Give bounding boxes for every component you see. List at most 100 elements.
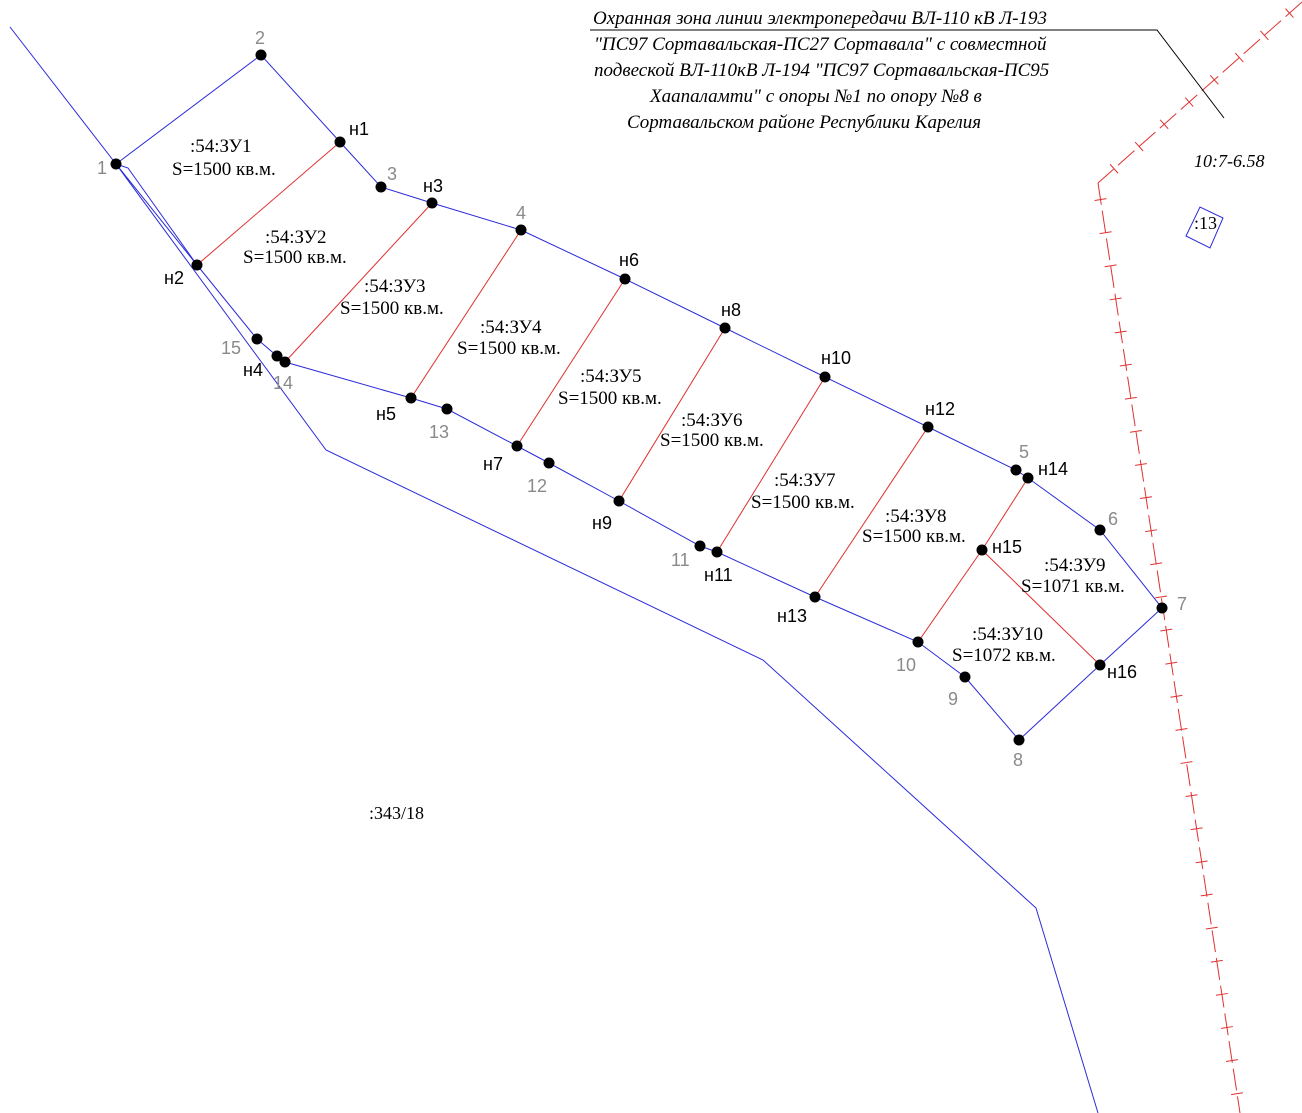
quarter-boundary-cross xyxy=(1109,163,1119,174)
point-n8 xyxy=(719,322,731,334)
title-line-5: Сортавальском районе Республики Карелия xyxy=(627,112,981,133)
label-point-1: 1 xyxy=(97,158,107,178)
point-n3 xyxy=(426,197,438,209)
point-n6 xyxy=(619,273,631,285)
quarter-boundary-cross xyxy=(1184,97,1194,107)
parcel-3-area: S=1500 кв.м. xyxy=(340,298,444,319)
parcel-1-area: S=1500 кв.м. xyxy=(172,159,276,180)
quarter-boundary-cross xyxy=(1109,297,1122,301)
quarter-boundary-cross xyxy=(1170,694,1183,698)
parcel-4-area: S=1500 кв.м. xyxy=(457,338,561,359)
quarter-boundary-cross xyxy=(1205,926,1218,930)
point-11 xyxy=(694,540,706,552)
point-15 xyxy=(251,333,263,345)
label-point-3: 3 xyxy=(387,164,397,184)
label-point-n1: н1 xyxy=(349,119,369,139)
point-14 xyxy=(279,356,291,368)
quarter-boundary-cross xyxy=(1285,8,1294,18)
quarter-boundary-cross xyxy=(1209,74,1219,85)
parcel-1-id: :54:ЗУ1 xyxy=(190,136,252,157)
label-point-n5: н5 xyxy=(376,404,396,424)
small-parcel-label: :13 xyxy=(1194,213,1217,233)
label-point-n15: н15 xyxy=(992,537,1022,557)
parcel-6-id: :54:ЗУ6 xyxy=(681,410,743,431)
point-n1 xyxy=(334,136,346,148)
point-n13 xyxy=(809,591,821,603)
parcel-5-area: S=1500 кв.м. xyxy=(558,388,662,409)
point-13 xyxy=(441,403,453,415)
quarter-boundary-cross xyxy=(1260,30,1269,41)
parcel-8-area: S=1500 кв.м. xyxy=(862,526,966,547)
quarter-boundary-cross xyxy=(1155,595,1168,599)
point-n15 xyxy=(976,544,988,556)
quarter-boundary-cross xyxy=(1220,1026,1233,1029)
quarter-boundary-cross xyxy=(1180,761,1193,764)
parcel-10-id: :54:ЗУ10 xyxy=(972,624,1043,645)
point-2 xyxy=(255,49,267,61)
quarter-boundary-cross xyxy=(1159,119,1169,130)
point-n11 xyxy=(711,546,723,558)
quarter-boundary-cross xyxy=(1200,893,1213,897)
parcel-9-id: :54:ЗУ9 xyxy=(1044,555,1106,576)
quarter-boundary-cross xyxy=(1140,496,1153,500)
parcel-2-id: :54:ЗУ2 xyxy=(265,227,327,248)
quarter-boundary-cross xyxy=(1190,827,1203,831)
label-point-n8: н8 xyxy=(721,300,741,320)
existing-point-labels: 1 2 3 4 5 6 7 8 9 10 11 12 13 14 15 xyxy=(97,28,1187,770)
quarter-boundary-cross xyxy=(1114,330,1127,334)
label-point-6: 6 xyxy=(1108,509,1118,529)
big-parcel-label: :343/18 xyxy=(369,803,424,823)
label-point-n6: н6 xyxy=(619,250,639,270)
quarter-boundary-segment xyxy=(1097,182,1241,1113)
label-point-n9: н9 xyxy=(592,513,612,533)
quarter-boundary-cross xyxy=(1145,529,1158,533)
parcel-10-area: S=1072 кв.м. xyxy=(952,645,1056,666)
quarter-boundary-cross xyxy=(1129,429,1142,433)
point-9 xyxy=(959,671,971,683)
boundary-points xyxy=(110,49,1168,746)
quarter-boundary-cross xyxy=(1215,992,1228,996)
quarter-boundary-cross xyxy=(1195,860,1208,864)
title-line-2: "ПС97 Сортавальская-ПС27 Сортавала" с со… xyxy=(594,34,1047,55)
point-n5 xyxy=(405,392,417,404)
quarter-boundary-cross xyxy=(1134,463,1147,466)
point-n2 xyxy=(191,259,203,271)
label-point-8: 8 xyxy=(1013,750,1023,770)
parcel-13-square xyxy=(1185,206,1224,249)
label-point-n12: н12 xyxy=(925,399,955,419)
point-n16 xyxy=(1094,659,1106,671)
label-point-12: 12 xyxy=(527,476,547,496)
point-10 xyxy=(912,636,924,648)
label-point-10: 10 xyxy=(896,655,916,675)
label-point-2: 2 xyxy=(255,28,265,48)
point-12 xyxy=(543,457,555,469)
label-point-n3: н3 xyxy=(423,176,443,196)
quarter-boundary-cross xyxy=(1234,52,1244,63)
point-n12 xyxy=(922,421,934,433)
parcel-2-area: S=1500 кв.м. xyxy=(243,247,347,268)
quarter-boundary-cross xyxy=(1099,231,1112,235)
quarter-boundary-cross xyxy=(1119,363,1132,367)
parcel-4-id: :54:ЗУ4 xyxy=(480,317,542,338)
parcel-7-id: :54:ЗУ7 xyxy=(774,470,836,491)
quarter-boundary-cross xyxy=(1160,628,1173,632)
parcel-343-18-boundary xyxy=(9,26,1099,1113)
title-line-4: Хаапаламти" с опоры №1 по опору №8 в xyxy=(649,86,982,107)
quarter-boundary-cross xyxy=(1134,141,1144,152)
parcel-6-area: S=1500 кв.м. xyxy=(660,430,764,451)
label-point-5: 5 xyxy=(1019,442,1029,462)
title-leader-line xyxy=(590,29,1225,119)
new-point-labels: н1 н2 н3 н4 н5 н6 н7 н8 н9 н10 н11 н12 н… xyxy=(164,119,1137,682)
point-5 xyxy=(1010,464,1022,476)
quarter-boundary-cross xyxy=(1150,562,1163,566)
parcel-7-area: S=1500 кв.м. xyxy=(751,492,855,513)
point-n10 xyxy=(819,371,831,383)
quarter-boundary-cross xyxy=(1225,1059,1239,1062)
quarter-boundary-cross xyxy=(1185,794,1198,798)
quarter-boundary-cross xyxy=(1094,198,1107,201)
quarter-boundary-cross xyxy=(1104,264,1117,268)
point-7 xyxy=(1156,602,1168,614)
map-title: Охранная зона линии электропередачи ВЛ-1… xyxy=(593,8,1049,133)
label-point-7: 7 xyxy=(1177,594,1187,614)
